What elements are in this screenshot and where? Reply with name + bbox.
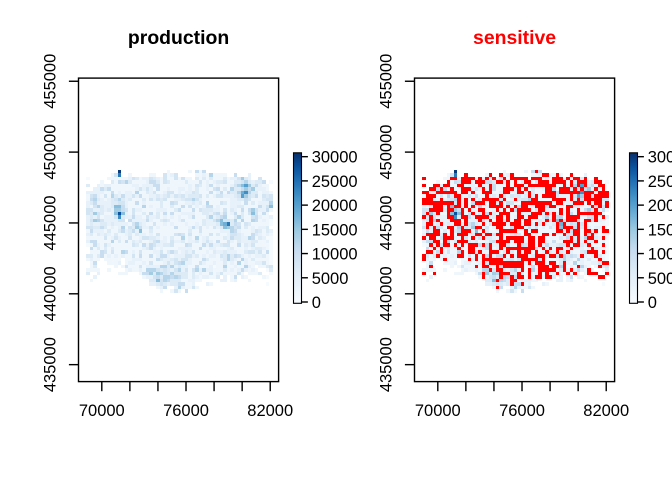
svg-text:20000: 20000 xyxy=(312,197,358,215)
svg-text:455000: 455000 xyxy=(377,54,395,109)
svg-text:5000: 5000 xyxy=(312,270,349,288)
svg-text:435000: 435000 xyxy=(41,337,59,392)
svg-text:70000: 70000 xyxy=(79,402,125,420)
svg-text:82000: 82000 xyxy=(583,402,629,420)
svg-text:30000: 30000 xyxy=(312,149,358,167)
svg-text:15000: 15000 xyxy=(312,221,358,239)
svg-text:450000: 450000 xyxy=(377,125,395,180)
svg-text:25000: 25000 xyxy=(648,173,672,191)
svg-text:445000: 445000 xyxy=(41,195,59,250)
svg-text:10000: 10000 xyxy=(648,246,672,264)
svg-text:440000: 440000 xyxy=(41,266,59,321)
svg-text:30000: 30000 xyxy=(648,149,672,167)
svg-text:5000: 5000 xyxy=(648,270,672,288)
svg-text:435000: 435000 xyxy=(377,337,395,392)
svg-text:sensitive: sensitive xyxy=(473,27,556,49)
svg-text:76000: 76000 xyxy=(499,402,545,420)
svg-text:440000: 440000 xyxy=(377,266,395,321)
svg-text:0: 0 xyxy=(648,294,657,312)
svg-text:82000: 82000 xyxy=(247,402,293,420)
svg-text:445000: 445000 xyxy=(377,195,395,250)
svg-text:455000: 455000 xyxy=(41,54,59,109)
svg-text:25000: 25000 xyxy=(312,173,358,191)
svg-text:10000: 10000 xyxy=(312,246,358,264)
svg-text:450000: 450000 xyxy=(41,125,59,180)
svg-text:15000: 15000 xyxy=(648,221,672,239)
svg-text:76000: 76000 xyxy=(163,402,209,420)
svg-text:production: production xyxy=(128,27,229,49)
svg-text:20000: 20000 xyxy=(648,197,672,215)
svg-text:70000: 70000 xyxy=(415,402,461,420)
svg-text:0: 0 xyxy=(312,294,321,312)
